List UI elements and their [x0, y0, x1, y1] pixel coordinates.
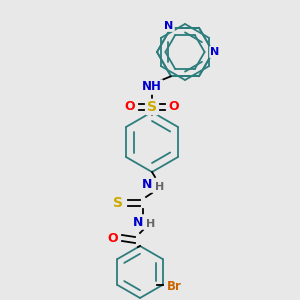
Text: H: H	[155, 182, 165, 192]
Text: S: S	[147, 100, 157, 114]
Text: N: N	[142, 178, 152, 191]
Text: NH: NH	[142, 80, 162, 94]
Text: S: S	[113, 196, 123, 210]
Text: H: H	[146, 219, 156, 229]
Text: N: N	[164, 21, 174, 31]
Text: N: N	[210, 47, 220, 57]
Text: Br: Br	[167, 280, 182, 293]
Text: N: N	[133, 215, 143, 229]
Text: O: O	[169, 100, 179, 113]
Text: O: O	[125, 100, 135, 113]
Text: O: O	[108, 232, 118, 244]
